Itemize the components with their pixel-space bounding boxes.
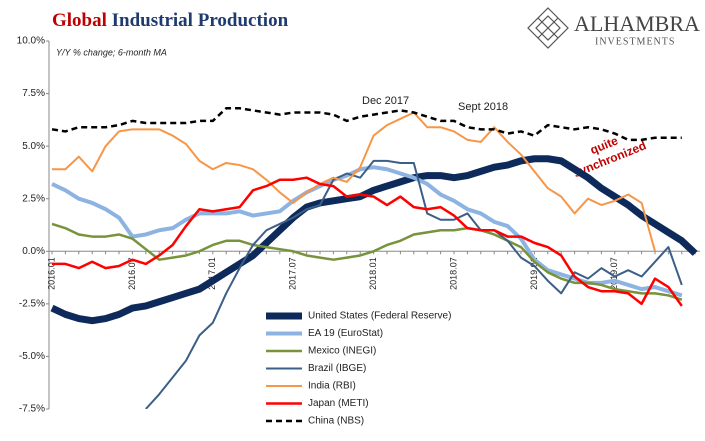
x-tick-label: 2018.07 xyxy=(448,257,458,290)
y-tick-label: 7.5% xyxy=(22,88,45,99)
x-tick-label: 2016.07 xyxy=(127,257,137,290)
x-tick-label: 2016.01 xyxy=(46,257,56,290)
x-tick-label: 2018.01 xyxy=(368,257,378,290)
legend-label: EA 19 (EuroStat) xyxy=(308,328,383,339)
series-line xyxy=(51,107,682,142)
x-tick-label: 2019.01 xyxy=(529,257,539,290)
y-tick-label: -2.5% xyxy=(19,298,45,309)
y-tick-label: 5.0% xyxy=(22,141,45,152)
y-tick-label: -7.5% xyxy=(19,404,45,415)
y-tick-label: -5.0% xyxy=(19,351,45,362)
brand-tagline: INVESTMENTS xyxy=(595,36,675,47)
series-line xyxy=(52,176,683,307)
series-line xyxy=(51,165,683,298)
legend-label: Japan (METI) xyxy=(308,398,369,409)
series-line xyxy=(52,111,656,252)
series-line xyxy=(50,155,698,325)
legend-label: United States (Federal Reserve) xyxy=(308,311,451,322)
legend-label: China (NBS) xyxy=(308,416,364,427)
y-tick-label: 2.5% xyxy=(22,193,45,204)
x-tick-label: 2017.07 xyxy=(288,257,298,290)
chart-subtitle: Y/Y % change; 6-month MA xyxy=(56,47,167,57)
logo xyxy=(527,7,569,49)
x-tick-label: 2017.01 xyxy=(207,257,217,290)
plot-area xyxy=(50,107,698,409)
annotation: Dec 2017 xyxy=(362,95,409,107)
brand-name: ALHAMBRA xyxy=(574,11,700,36)
legend-label: Mexico (INEGI) xyxy=(308,346,376,357)
series-line xyxy=(145,159,683,409)
legend-label: Brazil (IBGE) xyxy=(308,363,366,374)
annotation: Sept 2018 xyxy=(458,101,508,113)
y-tick-label: 0.0% xyxy=(22,246,45,257)
chart-title: Global Industrial Production xyxy=(52,10,289,31)
legend-label: India (RBI) xyxy=(308,381,356,392)
x-tick-label: 2019.07 xyxy=(609,257,619,290)
y-tick-label: 10.0% xyxy=(17,36,45,47)
